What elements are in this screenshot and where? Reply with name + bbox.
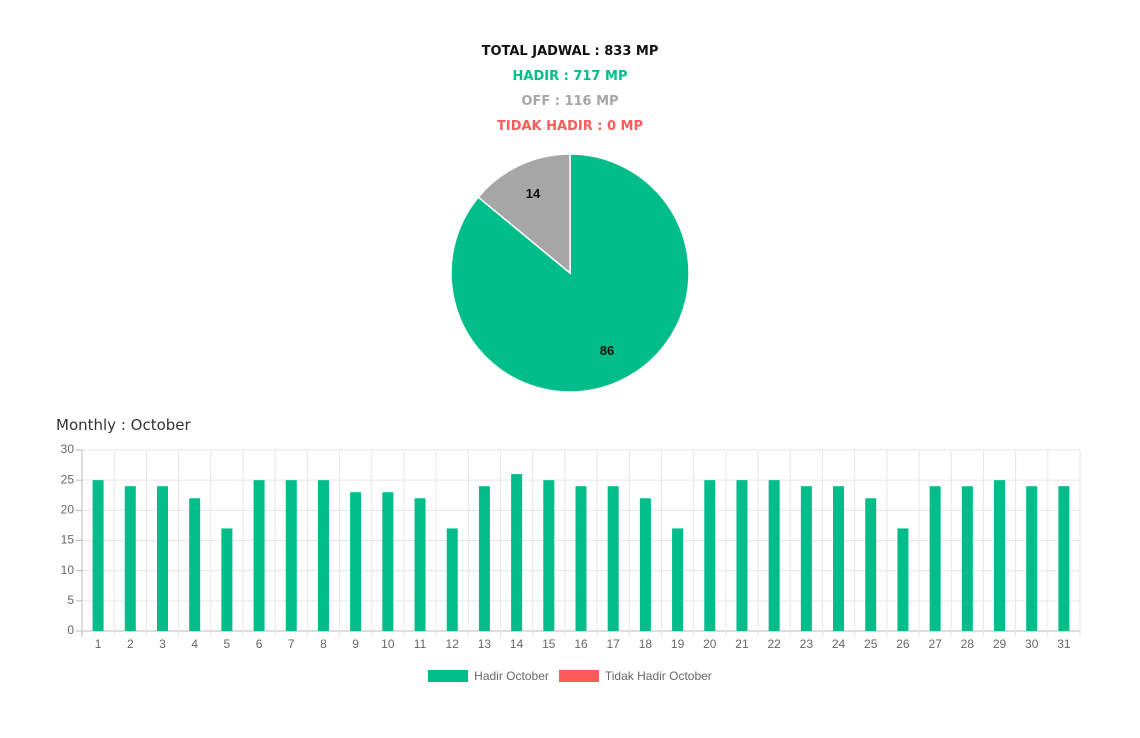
bar-hadir-day-8[interactable]: [317, 480, 329, 631]
x-tick-label: 1: [95, 637, 102, 651]
bar-hadir-day-16[interactable]: [575, 486, 587, 631]
bar-hadir-day-6[interactable]: [253, 480, 265, 631]
bar-hadir-day-13[interactable]: [478, 486, 490, 631]
x-tick-label: 22: [767, 637, 781, 651]
x-tick-label: 21: [735, 637, 749, 651]
bar-hadir-day-31[interactable]: [1058, 486, 1070, 631]
x-tick-label: 9: [352, 637, 359, 651]
summary-hadir: HADIR : 717 MP: [512, 69, 628, 84]
bar-hadir-day-18[interactable]: [639, 498, 651, 631]
x-tick-label: 23: [800, 637, 814, 651]
x-tick-label: 18: [639, 637, 653, 651]
x-tick-label: 2: [127, 637, 134, 651]
legend-label-hadir: Hadir October: [474, 669, 549, 683]
x-tick-label: 26: [896, 637, 910, 651]
bar-hadir-day-5[interactable]: [221, 528, 233, 631]
bar-hadir-day-17[interactable]: [607, 486, 619, 631]
legend-swatch-tidak-hadir: [558, 670, 599, 682]
bar-hadir-day-10[interactable]: [382, 492, 394, 631]
x-tick-label: 11: [414, 637, 427, 651]
pie-slice-off[interactable]: [477, 153, 571, 275]
bar-hadir-day-27[interactable]: [929, 486, 941, 631]
bar-hadir-day-21[interactable]: [736, 480, 748, 631]
bar-hadir-day-15[interactable]: [543, 480, 555, 631]
x-tick-label: 12: [446, 637, 460, 651]
x-tick-label: 7: [288, 637, 295, 651]
bar-hadir-day-25[interactable]: [865, 498, 877, 631]
legend-label-tidak-hadir: Tidak Hadir October: [604, 669, 712, 683]
bar-hadir-day-29[interactable]: [994, 480, 1006, 631]
y-tick-label: 30: [61, 442, 75, 456]
bar-hadir-day-9[interactable]: [350, 492, 362, 631]
x-tick-label: 29: [993, 637, 1007, 651]
y-tick-label: 20: [61, 503, 75, 517]
y-tick-label: 15: [61, 533, 75, 547]
bar-hadir-day-22[interactable]: [768, 480, 780, 631]
bar-hadir-day-3[interactable]: [156, 486, 168, 631]
summary-off: OFF : 116 MP: [521, 94, 619, 109]
x-tick-label: 27: [928, 637, 942, 651]
legend-swatch-hadir: [428, 670, 469, 682]
monthly-title: Monthly : October: [56, 416, 191, 434]
bar-hadir-day-23[interactable]: [800, 486, 812, 631]
y-tick-label: 0: [67, 623, 74, 637]
chart-legend: Hadir October Tidak Hadir October: [0, 669, 1140, 683]
bar-hadir-day-4[interactable]: [189, 498, 201, 631]
summary-tidak-hadir: TIDAK HADIR : 0 MP: [496, 119, 644, 134]
bar-hadir-day-12[interactable]: [446, 528, 458, 631]
x-tick-label: 10: [381, 637, 395, 651]
x-tick-label: 17: [607, 637, 621, 651]
x-tick-label: 31: [1057, 637, 1071, 651]
bar-hadir-day-20[interactable]: [704, 480, 716, 631]
bar-hadir-day-2[interactable]: [124, 486, 136, 631]
x-tick-label: 16: [574, 637, 588, 651]
x-tick-label: 15: [542, 637, 556, 651]
bar-hadir-day-7[interactable]: [285, 480, 297, 631]
bar-hadir-day-14[interactable]: [511, 474, 523, 631]
x-tick-label: 4: [191, 637, 198, 651]
pie-label-hadir: 86: [600, 343, 614, 358]
x-tick-label: 8: [320, 637, 327, 651]
x-tick-label: 14: [510, 637, 524, 651]
bar-hadir-day-1[interactable]: [92, 480, 104, 631]
y-tick-label: 5: [67, 593, 74, 607]
x-tick-label: 3: [159, 637, 166, 651]
attendance-pie-chart: 86 14: [450, 153, 690, 393]
bar-hadir-day-26[interactable]: [897, 528, 909, 631]
bar-hadir-day-28[interactable]: [961, 486, 973, 631]
x-tick-label: 19: [671, 637, 685, 651]
legend-item-hadir[interactable]: Hadir October: [428, 669, 549, 683]
x-tick-label: 24: [832, 637, 846, 651]
x-tick-label: 30: [1025, 637, 1039, 651]
x-tick-label: 5: [224, 637, 231, 651]
bar-hadir-day-24[interactable]: [833, 486, 845, 631]
bar-hadir-day-30[interactable]: [1026, 486, 1038, 631]
y-tick-label: 10: [61, 563, 75, 577]
x-tick-label: 28: [961, 637, 975, 651]
y-tick-label: 25: [61, 472, 75, 486]
bar-hadir-day-19[interactable]: [672, 528, 684, 631]
x-tick-label: 20: [703, 637, 717, 651]
pie-label-off: 14: [526, 186, 541, 201]
summary-total: TOTAL JADWAL : 833 MP: [481, 44, 659, 59]
bar-hadir-day-11[interactable]: [414, 498, 426, 631]
legend-item-tidak-hadir[interactable]: Tidak Hadir October: [558, 669, 712, 683]
x-tick-label: 6: [256, 637, 263, 651]
x-tick-label: 25: [864, 637, 878, 651]
x-tick-label: 13: [478, 637, 492, 651]
